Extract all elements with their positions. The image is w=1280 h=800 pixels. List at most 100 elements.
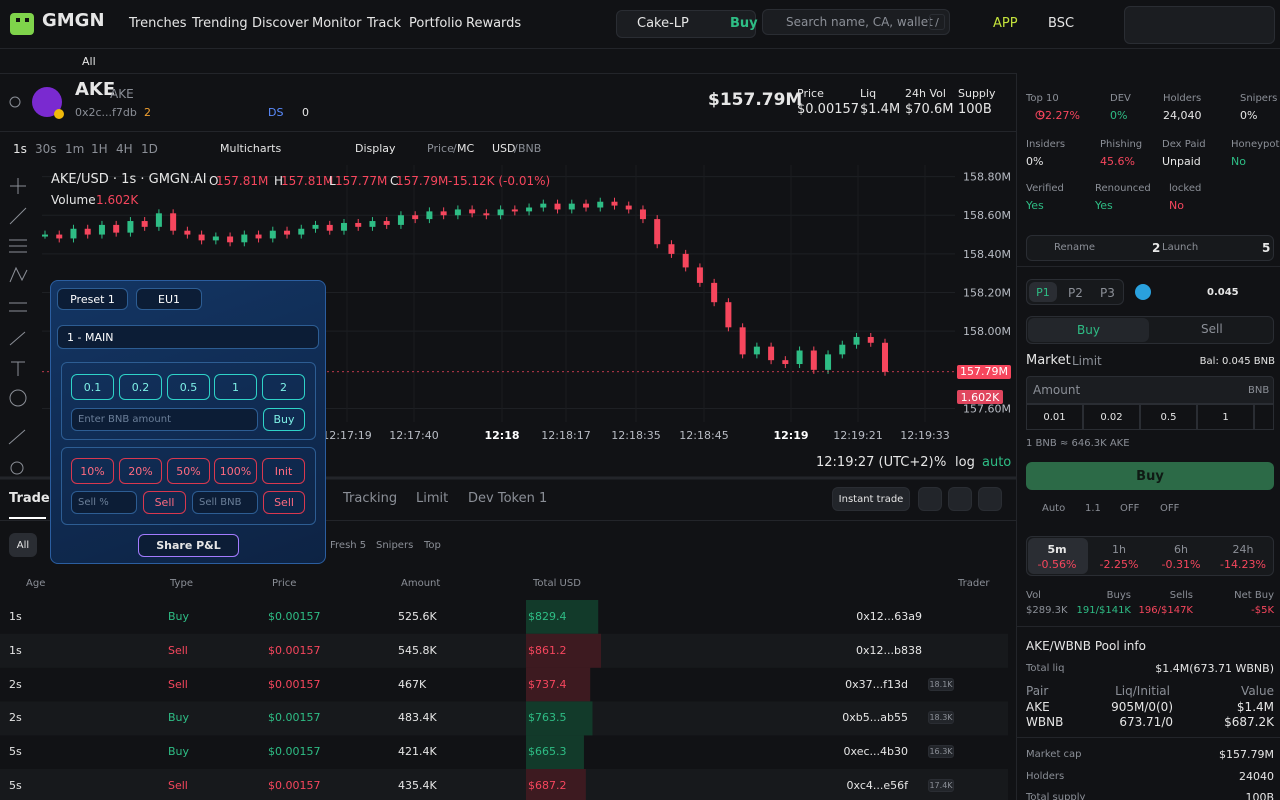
icon-button[interactable]: [918, 487, 942, 511]
log-toggle[interactable]: log: [955, 455, 975, 470]
preset-tab[interactable]: P3: [1100, 286, 1115, 300]
icon-button[interactable]: [948, 487, 972, 511]
filter[interactable]: All: [82, 55, 96, 68]
limit-tab[interactable]: Limit: [1072, 354, 1102, 368]
filter-chip[interactable]: All: [9, 533, 37, 557]
audit-label: Renounced: [1095, 183, 1151, 194]
interval[interactable]: 4H: [116, 142, 133, 156]
usd-toggle[interactable]: USD: [492, 142, 516, 155]
share-pnl[interactable]: Share P&L: [138, 534, 239, 557]
trader[interactable]: 0xc4...e56f: [846, 779, 909, 792]
interval[interactable]: 30s: [35, 142, 57, 156]
wallet-select[interactable]: 1 - MAIN: [57, 325, 319, 349]
preset-tab[interactable]: P1: [1029, 282, 1057, 302]
instant-trade[interactable]: Instant trade: [832, 487, 910, 511]
sell-tab[interactable]: Sell: [1201, 322, 1223, 336]
trader[interactable]: 0xb5...ab55: [842, 711, 908, 725]
buy-tab[interactable]: Buy: [1028, 318, 1149, 342]
nav-link[interactable]: Track: [367, 16, 402, 31]
quick-amount[interactable]: 0.01: [1026, 404, 1083, 430]
trader[interactable]: 0x37...f13d: [845, 677, 908, 691]
quick-buy[interactable]: [616, 10, 756, 38]
trader[interactable]: 0xec...4b30: [843, 745, 908, 759]
sell-percent[interactable]: 10%: [71, 458, 114, 484]
buy-button[interactable]: Buy: [263, 408, 305, 431]
tab[interactable]: Limit: [416, 491, 449, 506]
nav-link[interactable]: Portfolio: [409, 16, 463, 31]
sell-percent[interactable]: Init: [262, 458, 305, 484]
sell-percent[interactable]: 100%: [214, 458, 257, 484]
bnb-toggle[interactable]: BNB: [518, 142, 542, 155]
nav-link[interactable]: Discover: [252, 16, 309, 31]
pool-title[interactable]: AKE/WBNB Pool info: [1026, 639, 1146, 653]
chain-select[interactable]: BSC: [1048, 16, 1075, 31]
candle-body: [739, 327, 746, 355]
nav-link[interactable]: Trending: [192, 16, 248, 31]
badge: 18.1K: [928, 677, 954, 691]
amount-input[interactable]: [1026, 376, 1274, 404]
buy-amount[interactable]: 0.1: [71, 374, 114, 400]
auto-toggle[interactable]: auto: [982, 455, 1012, 470]
tab[interactable]: Dev Token 1: [468, 491, 548, 506]
preset-select[interactable]: Preset 1: [57, 288, 128, 310]
nav-link[interactable]: Trenches: [129, 16, 187, 31]
buy-amount[interactable]: 0.5: [167, 374, 210, 400]
timeframe[interactable]: 6h: [1174, 543, 1188, 556]
buy-amount[interactable]: 1: [214, 374, 257, 400]
ohlc-value: 157.81M: [281, 174, 334, 188]
quick-amount[interactable]: 1: [1197, 404, 1254, 430]
interval[interactable]: 1H: [91, 142, 108, 156]
interval[interactable]: 1D: [141, 142, 158, 156]
interval[interactable]: 1m: [65, 142, 85, 156]
edit-button[interactable]: [1254, 404, 1274, 430]
interval[interactable]: 1s: [13, 142, 27, 156]
timeframe[interactable]: 24h: [1232, 543, 1254, 556]
quick-amount[interactable]: 0.02: [1083, 404, 1140, 430]
quick-amount[interactable]: 0.5: [1140, 404, 1197, 430]
nav-link[interactable]: Rewards: [466, 16, 522, 31]
sell-percent[interactable]: 20%: [119, 458, 162, 484]
quick-buy-label[interactable]: Buy: [730, 16, 758, 31]
telegram-icon[interactable]: [1135, 284, 1151, 300]
tab[interactable]: Tracking: [343, 491, 398, 506]
gas-off: OFF: [1120, 503, 1140, 514]
trader[interactable]: 0x12...b838: [856, 643, 922, 657]
trader[interactable]: 0x12...63a9: [856, 610, 922, 623]
multicharts[interactable]: Multicharts: [220, 142, 282, 155]
tab[interactable]: Trades: [9, 491, 58, 506]
amount-input[interactable]: Enter BNB amount: [71, 408, 258, 431]
ds-link[interactable]: DS: [268, 106, 284, 119]
market-tab[interactable]: Market: [1026, 353, 1071, 368]
favorite-icon[interactable]: [9, 96, 21, 108]
icon-button[interactable]: [978, 487, 1002, 511]
tab-underline: [9, 517, 46, 519]
wallet-box[interactable]: [1124, 6, 1275, 44]
token-icon: [32, 87, 62, 117]
sell-button[interactable]: Sell: [143, 491, 186, 514]
timeframe[interactable]: 1h: [1112, 543, 1126, 556]
sell-button[interactable]: Sell: [263, 491, 305, 514]
buy-submit[interactable]: Buy: [1026, 462, 1274, 490]
mc-toggle[interactable]: MC: [457, 142, 475, 155]
pool-header: Liq/Initial: [1115, 684, 1170, 698]
buy-amount[interactable]: 0.2: [119, 374, 162, 400]
filter-chip[interactable]: Snipers: [376, 540, 414, 551]
filter-chip[interactable]: Top: [424, 540, 441, 551]
sell-percent[interactable]: 50%: [167, 458, 210, 484]
search-box[interactable]: [762, 9, 950, 35]
percent-toggle[interactable]: %: [934, 455, 947, 470]
timeframe[interactable]: 5m: [1047, 543, 1067, 556]
slippage: 1.1: [1085, 503, 1101, 514]
sell-bnb-input[interactable]: Sell BNB: [192, 491, 258, 514]
buy-amount[interactable]: 2: [262, 374, 305, 400]
candle-body: [127, 221, 134, 233]
nav-link[interactable]: Monitor: [312, 16, 362, 31]
search-placeholder[interactable]: Search name, CA, wallet: [786, 15, 933, 29]
display[interactable]: Display: [355, 142, 396, 155]
region-select[interactable]: EU1: [136, 288, 202, 310]
preset-tab[interactable]: P2: [1068, 286, 1083, 300]
filter-chip[interactable]: Fresh 5: [330, 540, 367, 551]
sell-percent-input[interactable]: Sell %: [71, 491, 137, 514]
app-link[interactable]: APP: [993, 16, 1018, 31]
price-toggle[interactable]: Price: [427, 142, 454, 155]
